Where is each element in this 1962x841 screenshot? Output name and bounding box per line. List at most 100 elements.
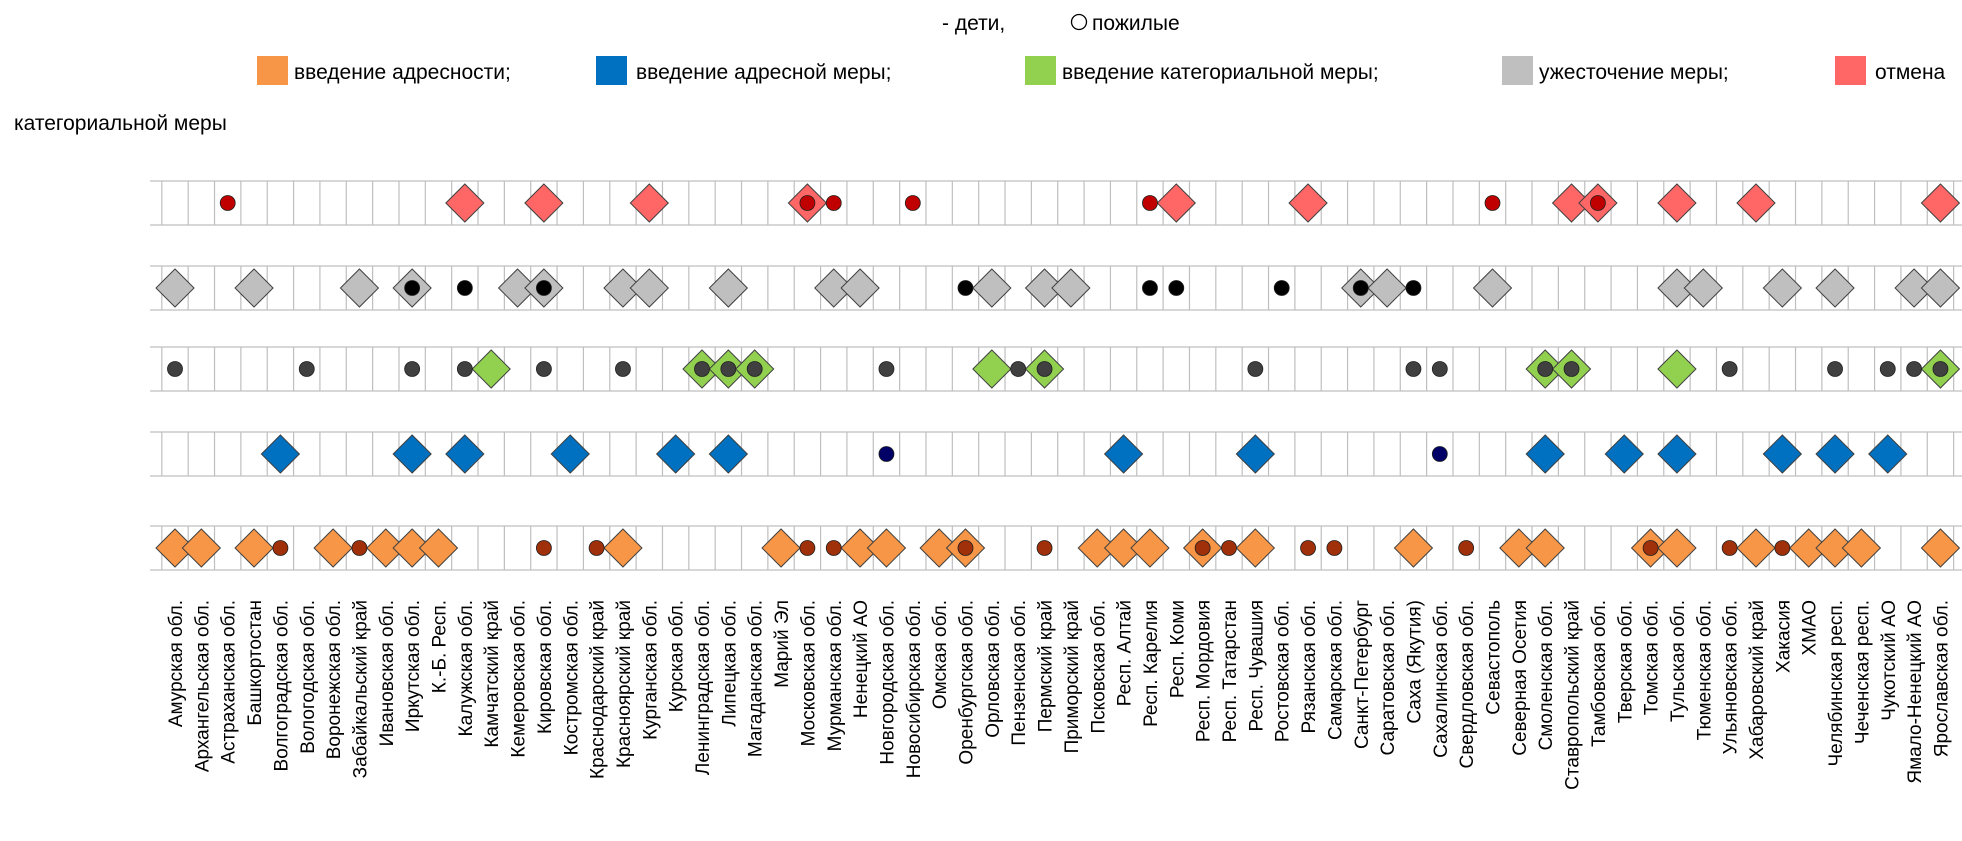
diamond-marker-Курганская обл. xyxy=(629,268,670,308)
x-tick-label: Приморский край xyxy=(1062,600,1083,753)
dot-marker-Новосибирская обл. xyxy=(904,195,921,211)
diamond-marker-Липецкая обл. xyxy=(708,268,749,308)
diamond-marker-Курганская обл. xyxy=(629,183,670,223)
legend-wrap-text: категориальной меры xyxy=(14,112,227,135)
x-tick-label: Респ. Коми xyxy=(1167,600,1188,698)
x-tick-label: Чеченская респ. xyxy=(1852,600,1873,744)
x-tick-label: Новосибирская обл. xyxy=(904,600,925,778)
legend-filled-label: - дети, xyxy=(942,12,1005,35)
dot-marker-Тамбовская обл. xyxy=(1590,195,1606,211)
plot-grid xyxy=(150,180,1962,571)
diamond-marker-К.-Б. Респ. xyxy=(418,528,459,568)
legend-label-5: отмена xyxy=(1875,61,1946,84)
dot-marker-Самарская обл. xyxy=(1326,540,1343,556)
dot-marker-Магаданская обл. xyxy=(746,361,763,377)
diamond-marker-Калужская обл. xyxy=(445,434,485,474)
x-tick-label: Новгородская обл. xyxy=(877,600,898,765)
legend-label-4: ужесточение меры; xyxy=(1539,61,1729,84)
dot-marker-Калужская обл. xyxy=(456,280,473,296)
x-tick-label: Мурманская обл. xyxy=(825,600,846,751)
diamond-marker-Тульская обл. xyxy=(1657,268,1697,308)
x-tick-label: Волгоградская обл. xyxy=(271,600,292,771)
plot-marks xyxy=(155,183,1961,568)
diamond-marker-Хакасия xyxy=(1762,268,1803,308)
legend-label-3: введение категориальной меры; xyxy=(1062,61,1379,84)
dot-marker-Калужская обл. xyxy=(456,361,473,377)
x-tick-label: Оренбургская обл. xyxy=(957,600,978,765)
diamond-marker-Ярославская обл. xyxy=(1920,183,1961,223)
dot-marker-Респ. Карелия xyxy=(1142,280,1158,296)
x-tick-label: Респ. Алтай xyxy=(1115,600,1136,706)
diamond-marker-Амурская обл. xyxy=(155,268,195,308)
x-tick-label: К.-Б. Респ. xyxy=(430,600,451,693)
x-tick-label: Самарская обл. xyxy=(1325,600,1346,740)
dot-marker-Кировская обл. xyxy=(536,361,552,377)
x-tick-label: Ростовская обл. xyxy=(1273,600,1294,742)
x-tick-label: Омская обл. xyxy=(930,600,951,709)
dot-marker-Ростовская обл. xyxy=(1273,280,1290,296)
x-tick-label: Амурская обл. xyxy=(166,600,187,727)
dot-marker-Пермский край xyxy=(1036,540,1053,556)
x-tick-label: Астраханская обл. xyxy=(219,600,240,764)
diamond-marker-Приморский край xyxy=(1051,268,1091,308)
dot-marker-Ленинградская обл. xyxy=(694,361,710,377)
diamond-marker-Респ. Алтай xyxy=(1103,434,1144,474)
diamond-marker-Респ. Алтай xyxy=(1103,528,1144,568)
x-tick-label: Кемеровская обл. xyxy=(509,600,530,758)
diamond-marker-Чеченская респ. xyxy=(1841,528,1882,568)
legend-swatch-2 xyxy=(596,56,627,85)
x-tick-label: Рязанская обл. xyxy=(1299,600,1320,733)
dot-marker-Чукотский АО xyxy=(1879,361,1896,377)
legend-swatch-1 xyxy=(257,56,288,85)
dot-marker-Сахалинская обл. xyxy=(1431,361,1448,377)
x-tick-label: Чукотский АО xyxy=(1879,600,1900,721)
dot-marker-Респ. Коми xyxy=(1168,280,1185,296)
diamond-marker-Смоленская обл. xyxy=(1525,434,1565,474)
diamond-marker-Новгородская обл. xyxy=(866,528,907,568)
dot-marker-Респ. Татарстан xyxy=(1221,540,1237,556)
diamond-marker-Красноярский край xyxy=(603,528,643,568)
dot-marker-Московская обл. xyxy=(799,195,816,211)
x-tick-label: ХМАО xyxy=(1800,600,1821,656)
x-tick-label: Марий Эл xyxy=(772,600,793,688)
x-tick-label: Ямало-Ненецкий АО xyxy=(1905,600,1926,784)
x-tick-label: Ненецкий АО xyxy=(851,600,872,718)
diamond-marker-Рязанская обл. xyxy=(1288,183,1328,223)
legend: - дети, пожилые введение адресности; введ… xyxy=(14,12,1946,135)
x-tick-label: Тульская обл. xyxy=(1668,600,1689,722)
x-tick-label: Пермский край xyxy=(1036,600,1057,732)
x-tick-label: Респ. Карелия xyxy=(1141,600,1162,727)
x-tick-label: Севастополь xyxy=(1484,600,1505,715)
diamond-marker-Саратовская обл. xyxy=(1367,268,1407,308)
dot-marker-Кировская обл. xyxy=(536,280,552,296)
dot-marker-Амурская обл. xyxy=(167,361,183,377)
diamond-marker-Тверская обл. xyxy=(1604,434,1644,474)
legend-label-2: введение адресной меры; xyxy=(636,61,891,84)
diamond-marker-Тульская обл. xyxy=(1657,349,1697,389)
legend-swatch-3 xyxy=(1025,56,1056,85)
x-tick-label: Краснодарский край xyxy=(588,600,609,779)
x-tick-label: Магаданская обл. xyxy=(746,600,767,757)
diamond-marker-Челябинская респ. xyxy=(1815,268,1855,308)
diamond-marker-Ярославская обл. xyxy=(1920,528,1961,568)
dot-marker-Липецкая обл. xyxy=(720,361,737,377)
diamond-marker-Ненецкий АО xyxy=(840,268,880,308)
dot-marker-Вологодская обл. xyxy=(298,361,315,377)
dot-marker-Мурманская обл. xyxy=(825,540,842,556)
diamond-marker-Саха (Якутия) xyxy=(1393,528,1434,568)
dot-marker-Томская обл. xyxy=(1642,540,1659,556)
x-tick-label: Воронежская обл. xyxy=(324,600,345,759)
x-tick-label: Смоленская обл. xyxy=(1536,600,1557,750)
dot-marker-Ямало-Ненецкий АО xyxy=(1906,361,1922,377)
x-tick-label: Иркутская обл. xyxy=(403,600,424,732)
diamond-marker-Севастополь xyxy=(1472,268,1513,308)
diamond-marker-ХМАО xyxy=(1788,528,1829,568)
dot-marker-Челябинская респ. xyxy=(1827,361,1843,377)
dot-marker-Саха (Якутия) xyxy=(1405,280,1422,296)
x-tick-label: Псковская обл. xyxy=(1088,600,1109,733)
dot-marker-Рязанская обл. xyxy=(1300,540,1316,556)
dot-marker-Иркутская обл. xyxy=(404,280,421,296)
legend-swatch-5 xyxy=(1835,56,1866,85)
legend-items: введение адресности; введение адресной ме… xyxy=(257,56,1946,85)
dot-marker-Московская обл. xyxy=(799,540,816,556)
